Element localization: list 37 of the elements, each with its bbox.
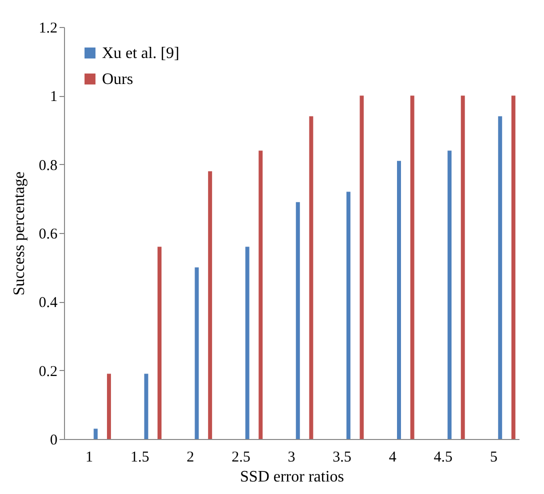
x-axis-title: SSD error ratios — [240, 468, 344, 486]
y-tick-label: 0 — [50, 432, 58, 448]
bar — [296, 202, 300, 439]
bar — [245, 246, 250, 439]
x-tick-label: 2.5 — [232, 450, 250, 466]
legend-label: Xu et al. [9] — [102, 45, 180, 62]
y-tick-label: 0.6 — [38, 226, 58, 242]
x-tick-label: 3 — [288, 450, 296, 466]
y-tick-label: 1 — [50, 89, 58, 106]
bar — [309, 116, 314, 439]
y-axis-title: Success percentage — [10, 172, 28, 296]
x-tick-label: 1 — [86, 450, 94, 466]
bar — [144, 374, 148, 439]
bar — [498, 116, 502, 439]
bar — [410, 96, 414, 439]
bar — [208, 171, 212, 439]
x-tick-label: 4 — [388, 450, 397, 466]
bar — [460, 96, 465, 439]
y-tick-label: 0.2 — [38, 364, 58, 380]
y-tick-label: 0.8 — [38, 158, 58, 174]
legend-label: Ours — [102, 71, 134, 88]
bar — [158, 246, 162, 439]
x-tick-label: 3.5 — [332, 450, 352, 466]
bar — [397, 160, 401, 439]
x-tick-label: 4.5 — [434, 450, 453, 466]
bar — [258, 150, 263, 439]
x-tick-label: 1.5 — [130, 450, 150, 466]
bar — [94, 428, 98, 439]
bar — [194, 267, 199, 439]
y-tick-label: 0.4 — [38, 295, 58, 312]
bar — [511, 96, 516, 439]
y-tick-label: 1.2 — [38, 20, 58, 36]
bar — [448, 150, 452, 439]
x-tick-label: 2 — [186, 450, 194, 466]
bar — [106, 374, 111, 439]
bar — [346, 192, 350, 439]
x-tick-label: 5 — [490, 450, 498, 466]
